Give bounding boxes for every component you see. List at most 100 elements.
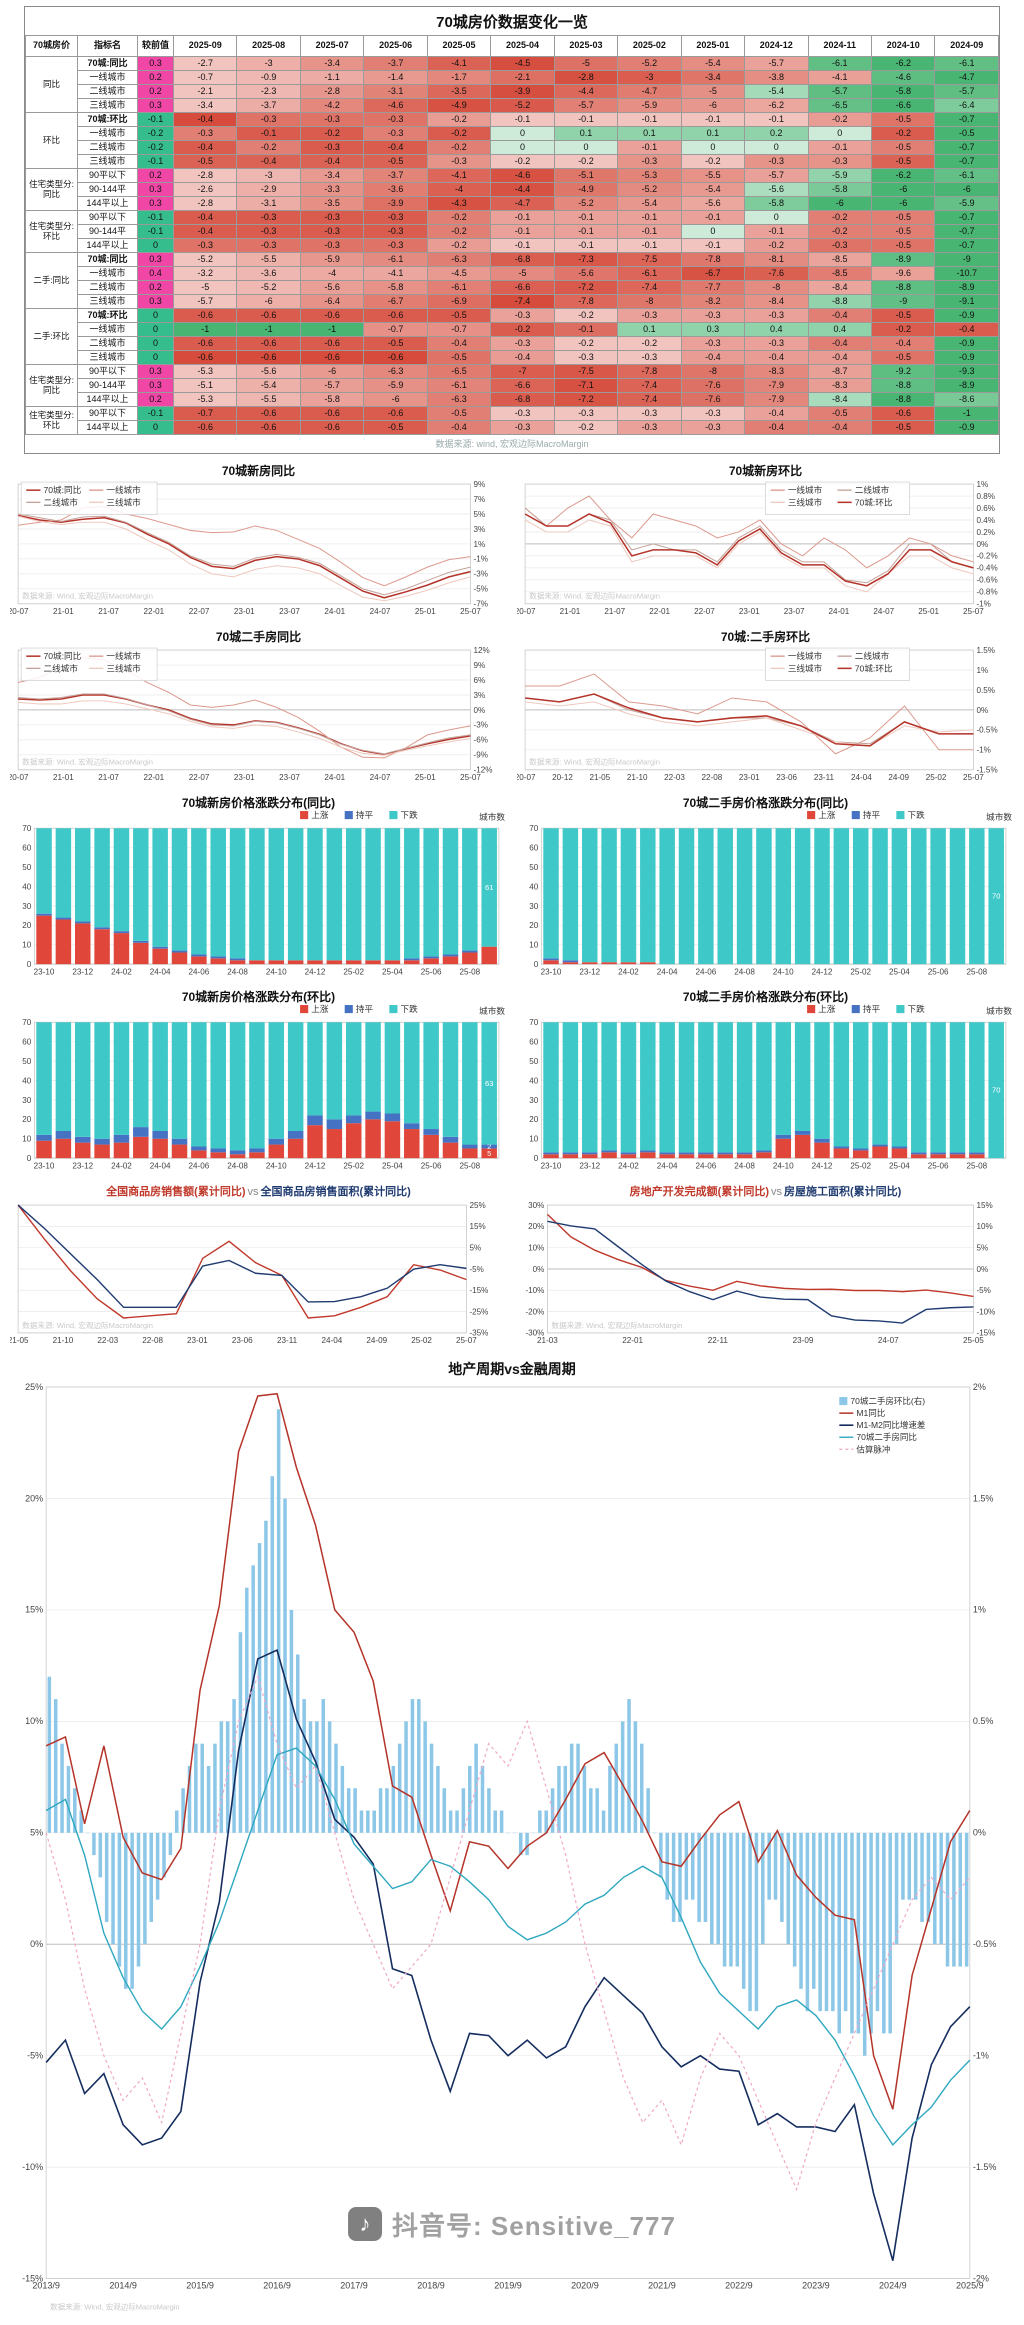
- value-cell: -3.4: [300, 169, 363, 183]
- value-cell: -0.7: [935, 155, 999, 169]
- value-cell: -4.9: [427, 99, 490, 113]
- metric-cell: 70城:同比: [78, 57, 138, 71]
- svg-text:22-03: 22-03: [664, 773, 685, 782]
- value-cell: -0.3: [618, 155, 681, 169]
- value-cell: -7.4: [618, 379, 681, 393]
- prev-change-cell: 0: [138, 421, 174, 435]
- svg-text:下跌: 下跌: [907, 1005, 925, 1015]
- value-cell: -0.4: [935, 323, 999, 337]
- value-cell: -0.3: [681, 421, 744, 435]
- value-cell: -0.7: [935, 211, 999, 225]
- prev-change-cell: 0.4: [138, 267, 174, 281]
- series-line: [525, 674, 973, 754]
- value-cell: -0.4: [237, 155, 300, 169]
- value-cell: -6.5: [808, 99, 871, 113]
- series-line: [525, 694, 973, 744]
- month-header: 2024-12: [745, 36, 808, 57]
- svg-text:三线城市: 三线城市: [788, 496, 823, 507]
- metric-cell: 70城:环比: [78, 113, 138, 127]
- value-cell: -4.7: [935, 71, 999, 85]
- value-cell: -0.5: [871, 113, 934, 127]
- value-cell: -0.3: [174, 127, 237, 141]
- series-line: [18, 701, 470, 755]
- svg-text:23-01: 23-01: [187, 1336, 208, 1345]
- svg-text:10%: 10%: [976, 1222, 992, 1231]
- value-cell: -5.4: [745, 85, 808, 99]
- value-cell: -0.4: [808, 309, 871, 323]
- prev-change-cell: -0.1: [138, 155, 174, 169]
- value-cell: -0.6: [237, 309, 300, 323]
- metric-cell: 一线城市: [78, 323, 138, 337]
- svg-text:0.8%: 0.8%: [976, 492, 994, 501]
- value-cell: -7.4: [491, 295, 554, 309]
- svg-text:25-01: 25-01: [415, 773, 436, 782]
- value-cell: -5.5: [237, 393, 300, 407]
- svg-text:0%: 0%: [976, 1265, 988, 1274]
- svg-text:一线城市: 一线城市: [106, 650, 141, 661]
- value-cell: -5.9: [935, 197, 999, 211]
- svg-text:22-07: 22-07: [189, 773, 210, 782]
- svg-text:-10%: -10%: [525, 1286, 544, 1295]
- svg-text:7%: 7%: [474, 495, 486, 504]
- value-cell: -0.4: [745, 351, 808, 365]
- value-cell: -0.5: [871, 141, 934, 155]
- svg-text:-10%: -10%: [22, 2162, 43, 2172]
- value-cell: -8.6: [935, 393, 999, 407]
- svg-text:24-07: 24-07: [370, 773, 391, 782]
- value-cell: -0.3: [745, 155, 808, 169]
- value-cell: -0.1: [681, 239, 744, 253]
- value-cell: -6: [871, 197, 934, 211]
- chart-title: 地产周期vs金融周期: [10, 1359, 1014, 1379]
- svg-text:23-01: 23-01: [234, 773, 255, 782]
- value-cell: -0.1: [618, 141, 681, 155]
- svg-text:-25%: -25%: [469, 1307, 488, 1316]
- svg-text:城市数: 城市数: [986, 811, 1012, 822]
- metric-cell: 二线城市: [78, 141, 138, 155]
- svg-text:0%: 0%: [976, 706, 988, 715]
- svg-text:0.4%: 0.4%: [976, 516, 994, 525]
- metric-cell: 90平以下: [78, 365, 138, 379]
- prev-change-cell: -0.1: [138, 211, 174, 225]
- svg-text:21-07: 21-07: [98, 607, 119, 616]
- value-cell: 0: [745, 211, 808, 225]
- month-header: 2025-03: [554, 36, 617, 57]
- svg-text:21-07: 21-07: [98, 773, 119, 782]
- svg-text:24-04: 24-04: [150, 967, 171, 976]
- series-line: [547, 1221, 973, 1323]
- value-cell: -5.2: [491, 99, 554, 113]
- value-cell: -0.5: [427, 407, 490, 421]
- svg-text:70: 70: [992, 1086, 1000, 1095]
- svg-text:24-01: 24-01: [829, 607, 850, 616]
- svg-text:数据来源: Wind, 宏观边际MacroMargin: 数据来源: Wind, 宏观边际MacroMargin: [22, 757, 153, 767]
- value-cell: -0.1: [491, 113, 554, 127]
- value-cell: -0.9: [935, 351, 999, 365]
- svg-text:2023/9: 2023/9: [802, 2281, 830, 2291]
- value-cell: -5.9: [618, 99, 681, 113]
- value-cell: -6.9: [427, 295, 490, 309]
- svg-text:24-02: 24-02: [618, 1162, 639, 1171]
- value-cell: -0.5: [871, 211, 934, 225]
- svg-text:20-07: 20-07: [10, 773, 29, 782]
- svg-text:30: 30: [529, 1096, 539, 1105]
- value-cell: -0.5: [174, 155, 237, 169]
- value-cell: -9.2: [871, 365, 934, 379]
- svg-text:25-07: 25-07: [456, 1336, 477, 1345]
- value-cell: -0.2: [427, 127, 490, 141]
- value-cell: -8.3: [745, 365, 808, 379]
- svg-text:40: 40: [529, 1077, 539, 1086]
- svg-text:-0.8%: -0.8%: [976, 588, 997, 597]
- svg-text:-5%: -5%: [976, 1286, 990, 1295]
- value-cell: -3: [618, 71, 681, 85]
- metric-cell: 三线城市: [78, 99, 138, 113]
- value-cell: -8.7: [808, 365, 871, 379]
- svg-text:上涨: 上涨: [818, 810, 836, 820]
- metric-cell: 一线城市: [78, 71, 138, 85]
- svg-text:61: 61: [485, 883, 493, 892]
- value-cell: -6.2: [745, 99, 808, 113]
- svg-text:70城:同比: 70城:同比: [43, 484, 81, 495]
